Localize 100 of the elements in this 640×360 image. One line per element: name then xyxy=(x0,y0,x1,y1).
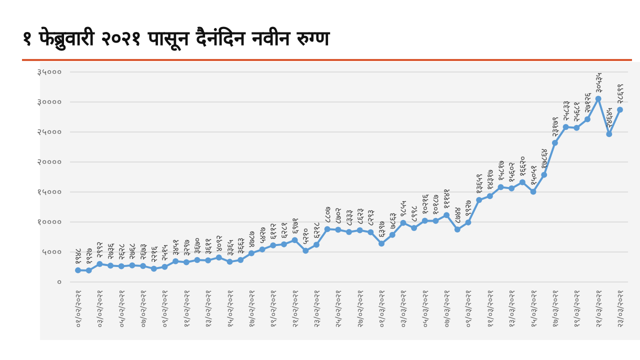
x-tick-label: ०५/०३/२०२१ xyxy=(420,290,430,328)
x-tick-label: २५/०२/२०२१ xyxy=(334,290,344,328)
data-label: ५२१० xyxy=(302,228,312,245)
data-label: ६२८१ xyxy=(280,222,290,238)
x-tick-label: १५/०३/२०२१ xyxy=(529,290,538,328)
x-tick-label: १३/०२/२०२१ xyxy=(204,290,214,328)
point xyxy=(378,240,385,247)
point xyxy=(617,106,623,113)
data-label: ३६७० xyxy=(193,238,204,254)
data-label: १९२७ xyxy=(84,247,95,264)
point xyxy=(368,229,374,236)
data-label: ८६२३ xyxy=(356,208,366,224)
point xyxy=(194,256,200,263)
data-label: ४०९२ xyxy=(214,235,225,252)
data-label: २७३६ xyxy=(106,242,117,260)
x-tick-label: २७/०२/२०२१ xyxy=(356,290,365,328)
x-tick-label: ११/०२/२०२१ xyxy=(182,290,192,328)
x-tick-label: १७/०२/२०२१ xyxy=(247,290,256,328)
point xyxy=(292,237,298,244)
data-label: ९९२७ xyxy=(464,199,474,216)
data-label: ८२९३ xyxy=(366,210,377,226)
data-label: ३३६५ xyxy=(226,240,236,256)
data-label: २३१७९ xyxy=(550,116,561,137)
x-tick-label: ०७/०३/२०२१ xyxy=(442,290,452,328)
y-tick-label: १०००० xyxy=(37,218,62,228)
data-label: ९८५५ xyxy=(399,200,410,217)
x-tick-label: ०३/०३/२०२१ xyxy=(399,290,408,328)
point xyxy=(172,258,179,264)
point xyxy=(280,241,287,248)
data-label: १४३१७ xyxy=(486,169,496,190)
point xyxy=(324,226,330,232)
x-tick-label: ०९/०३/२०२१ xyxy=(464,290,474,328)
point xyxy=(205,257,212,264)
point xyxy=(606,131,612,138)
y-tick-label: १५००० xyxy=(37,188,62,198)
point xyxy=(129,262,136,268)
chart-title: १ फेब्रुवारी २०२१ पासून दैनंदिन नवीन रुग्ण xyxy=(22,26,331,51)
point xyxy=(335,226,342,233)
x-tick-label: २१/०२/२०२१ xyxy=(290,290,300,328)
point xyxy=(140,262,146,269)
data-label: २५६८१ xyxy=(572,102,583,122)
data-label: २२१६ xyxy=(150,246,160,263)
data-label: २५१५ xyxy=(160,244,171,261)
y-tick-label: ३५००० xyxy=(37,68,62,78)
point xyxy=(86,267,92,274)
data-label: १०१८७ xyxy=(432,194,442,215)
x-tick-label: ०३/०२/२०२१ xyxy=(96,290,105,328)
point xyxy=(389,232,396,238)
point xyxy=(595,96,602,102)
x-tick-label: ०१/०२/२०२१ xyxy=(74,290,83,328)
x-tick-label: ११/०३/२०२१ xyxy=(486,290,495,328)
y-tick-label: २५००० xyxy=(37,128,62,138)
data-label: १७८६४ xyxy=(540,148,550,169)
point xyxy=(108,262,114,269)
point xyxy=(248,250,254,256)
point xyxy=(259,246,266,252)
data-label: ३६११ xyxy=(204,238,214,254)
data-label: ८७०२ xyxy=(334,208,344,224)
y-tick-label: ५००० xyxy=(42,248,62,258)
data-label: ८७४४ xyxy=(453,208,464,224)
point xyxy=(498,184,504,190)
point xyxy=(75,267,81,274)
data-label: २६२८ xyxy=(117,244,128,260)
x-tick-label: २३/०३/२०२१ xyxy=(616,290,625,328)
data-label: १९४८ xyxy=(74,248,84,264)
data-label: ३४५१ xyxy=(172,239,182,256)
point xyxy=(541,172,548,178)
data-label: ३६६३ xyxy=(236,238,247,254)
point xyxy=(476,197,482,204)
x-tick-label: १९/०२/२०२१ xyxy=(269,290,278,328)
x-tick-label: १५/०२/२०२१ xyxy=(226,290,235,328)
data-label: १६६२० xyxy=(518,156,528,176)
data-label: १५८१७ xyxy=(496,160,507,182)
point xyxy=(270,242,276,248)
point xyxy=(346,229,352,235)
x-tick-label: ०७/०२/२०२१ xyxy=(139,290,148,328)
point xyxy=(574,124,580,131)
point xyxy=(486,193,493,200)
point xyxy=(552,140,558,146)
x-tick-label: १३/०३/२०२१ xyxy=(508,290,517,328)
data-label: १११४१ xyxy=(442,189,453,210)
x-tick-label: ०५/०२/२०२१ xyxy=(117,290,126,328)
data-label: १०२१६ xyxy=(420,194,431,215)
data-label: ८३३३ xyxy=(345,210,355,226)
point xyxy=(400,220,406,226)
data-label: २९९२ xyxy=(96,242,106,258)
x-tick-label: ०१/०३/२०२१ xyxy=(378,290,387,328)
point xyxy=(454,226,460,233)
point xyxy=(226,258,233,265)
data-label: ४७८७ xyxy=(247,230,258,248)
point xyxy=(465,219,472,226)
y-tick-label: ३०००० xyxy=(37,98,62,108)
data-label: २७१२६ xyxy=(583,92,594,114)
point xyxy=(411,225,418,232)
data-label: २४६४५ xyxy=(605,108,616,128)
x-tick-label: २१/०३/२०२१ xyxy=(594,290,604,328)
data-label: २७६८ xyxy=(128,243,138,260)
point xyxy=(96,261,103,268)
point xyxy=(432,218,439,224)
point xyxy=(183,259,190,266)
